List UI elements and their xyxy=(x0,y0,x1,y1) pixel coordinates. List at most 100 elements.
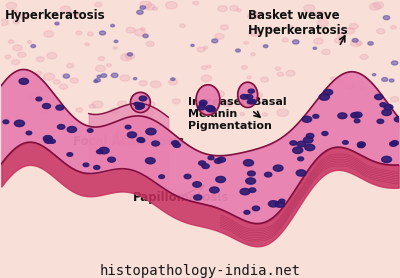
Circle shape xyxy=(249,29,260,36)
Circle shape xyxy=(127,132,136,138)
Ellipse shape xyxy=(238,82,258,108)
Circle shape xyxy=(391,26,396,29)
Circle shape xyxy=(58,125,65,129)
Circle shape xyxy=(268,201,278,207)
Circle shape xyxy=(215,34,224,39)
Circle shape xyxy=(67,153,73,156)
Circle shape xyxy=(314,12,321,16)
Circle shape xyxy=(313,115,319,118)
Text: Hyperkeratosis: Hyperkeratosis xyxy=(5,9,106,22)
Circle shape xyxy=(83,163,89,167)
Circle shape xyxy=(384,105,393,110)
Circle shape xyxy=(197,47,205,52)
Circle shape xyxy=(18,52,26,57)
Circle shape xyxy=(94,165,100,169)
Circle shape xyxy=(20,14,29,19)
Circle shape xyxy=(306,133,314,138)
Circle shape xyxy=(354,119,360,123)
Circle shape xyxy=(55,22,59,25)
Circle shape xyxy=(47,53,57,59)
Circle shape xyxy=(350,40,361,47)
Circle shape xyxy=(380,103,386,107)
Circle shape xyxy=(248,171,255,176)
Circle shape xyxy=(314,38,323,44)
Circle shape xyxy=(184,174,191,179)
Circle shape xyxy=(43,73,55,80)
Circle shape xyxy=(89,104,96,108)
Circle shape xyxy=(201,75,212,82)
Circle shape xyxy=(159,175,164,178)
Circle shape xyxy=(141,28,145,30)
Circle shape xyxy=(382,78,388,81)
Circle shape xyxy=(56,105,64,110)
Circle shape xyxy=(108,157,116,162)
Circle shape xyxy=(252,206,260,211)
Circle shape xyxy=(14,120,24,126)
Circle shape xyxy=(173,143,180,147)
Ellipse shape xyxy=(130,92,150,113)
Text: Increased Basal
Melanin
Pigmentation: Increased Basal Melanin Pigmentation xyxy=(188,97,287,131)
Circle shape xyxy=(127,53,132,56)
Circle shape xyxy=(3,120,9,124)
Text: histopathology-india.net: histopathology-india.net xyxy=(100,264,300,278)
Circle shape xyxy=(42,87,49,91)
Circle shape xyxy=(240,94,245,97)
Circle shape xyxy=(191,44,194,46)
Circle shape xyxy=(249,100,256,104)
Circle shape xyxy=(198,161,206,165)
Circle shape xyxy=(111,24,114,27)
Circle shape xyxy=(337,80,344,84)
Circle shape xyxy=(289,26,293,29)
Circle shape xyxy=(76,108,82,112)
Circle shape xyxy=(150,81,161,88)
Circle shape xyxy=(143,34,148,38)
Circle shape xyxy=(246,178,256,184)
Circle shape xyxy=(383,16,390,20)
Circle shape xyxy=(118,101,127,107)
Circle shape xyxy=(293,147,303,153)
Circle shape xyxy=(204,46,208,49)
Circle shape xyxy=(5,55,11,59)
Circle shape xyxy=(40,109,49,114)
Circle shape xyxy=(94,80,98,83)
Circle shape xyxy=(373,2,384,9)
Circle shape xyxy=(120,75,130,81)
Circle shape xyxy=(244,210,250,214)
Circle shape xyxy=(206,106,214,111)
Circle shape xyxy=(290,141,297,145)
Circle shape xyxy=(382,110,392,116)
Circle shape xyxy=(202,66,207,70)
Circle shape xyxy=(137,104,144,109)
Circle shape xyxy=(349,24,358,29)
Circle shape xyxy=(36,97,42,101)
Circle shape xyxy=(236,9,241,12)
Circle shape xyxy=(152,7,158,10)
Circle shape xyxy=(322,49,330,54)
Circle shape xyxy=(44,31,54,37)
Circle shape xyxy=(369,3,380,10)
Circle shape xyxy=(44,138,53,143)
Circle shape xyxy=(140,1,152,8)
Circle shape xyxy=(88,32,94,36)
Circle shape xyxy=(99,147,109,154)
Circle shape xyxy=(202,164,209,168)
Circle shape xyxy=(136,105,142,110)
Circle shape xyxy=(360,54,368,59)
Circle shape xyxy=(286,70,295,76)
Circle shape xyxy=(273,165,283,171)
Circle shape xyxy=(42,103,50,109)
Circle shape xyxy=(198,107,204,111)
Circle shape xyxy=(318,19,328,26)
Circle shape xyxy=(63,74,70,78)
Circle shape xyxy=(322,131,328,135)
Circle shape xyxy=(43,136,52,142)
Circle shape xyxy=(98,56,104,61)
Circle shape xyxy=(236,49,240,52)
Circle shape xyxy=(330,77,336,80)
Circle shape xyxy=(100,31,106,35)
Circle shape xyxy=(67,63,74,68)
Circle shape xyxy=(76,31,82,35)
Circle shape xyxy=(292,40,299,44)
Circle shape xyxy=(303,137,313,143)
Circle shape xyxy=(342,141,348,144)
